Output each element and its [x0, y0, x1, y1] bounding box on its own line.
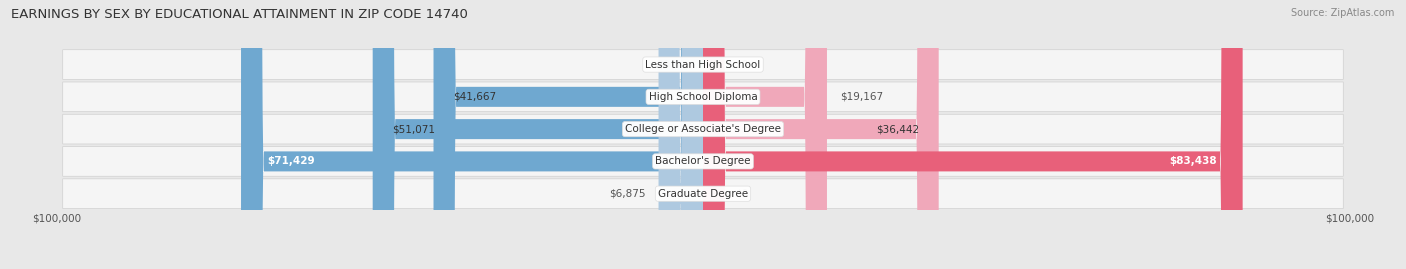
FancyBboxPatch shape — [433, 0, 703, 269]
Text: $71,429: $71,429 — [267, 156, 315, 167]
Text: $0: $0 — [735, 189, 748, 199]
Text: $41,667: $41,667 — [453, 92, 496, 102]
FancyBboxPatch shape — [63, 114, 1343, 144]
FancyBboxPatch shape — [63, 82, 1343, 112]
FancyBboxPatch shape — [658, 0, 703, 269]
Text: EARNINGS BY SEX BY EDUCATIONAL ATTAINMENT IN ZIP CODE 14740: EARNINGS BY SEX BY EDUCATIONAL ATTAINMEN… — [11, 8, 468, 21]
Text: $19,167: $19,167 — [839, 92, 883, 102]
Text: $0: $0 — [658, 59, 671, 70]
Text: Bachelor's Degree: Bachelor's Degree — [655, 156, 751, 167]
Text: Source: ZipAtlas.com: Source: ZipAtlas.com — [1291, 8, 1395, 18]
FancyBboxPatch shape — [703, 0, 827, 269]
Text: Less than High School: Less than High School — [645, 59, 761, 70]
FancyBboxPatch shape — [63, 179, 1343, 208]
Text: Graduate Degree: Graduate Degree — [658, 189, 748, 199]
Text: College or Associate's Degree: College or Associate's Degree — [626, 124, 780, 134]
Text: $83,438: $83,438 — [1170, 156, 1216, 167]
FancyBboxPatch shape — [63, 147, 1343, 176]
Text: $51,071: $51,071 — [392, 124, 434, 134]
FancyBboxPatch shape — [240, 0, 703, 269]
FancyBboxPatch shape — [703, 0, 939, 269]
Text: High School Diploma: High School Diploma — [648, 92, 758, 102]
Text: $0: $0 — [735, 59, 748, 70]
FancyBboxPatch shape — [63, 50, 1343, 79]
FancyBboxPatch shape — [373, 0, 703, 269]
Text: $6,875: $6,875 — [609, 189, 645, 199]
Text: $36,442: $36,442 — [876, 124, 920, 134]
FancyBboxPatch shape — [703, 0, 1243, 269]
